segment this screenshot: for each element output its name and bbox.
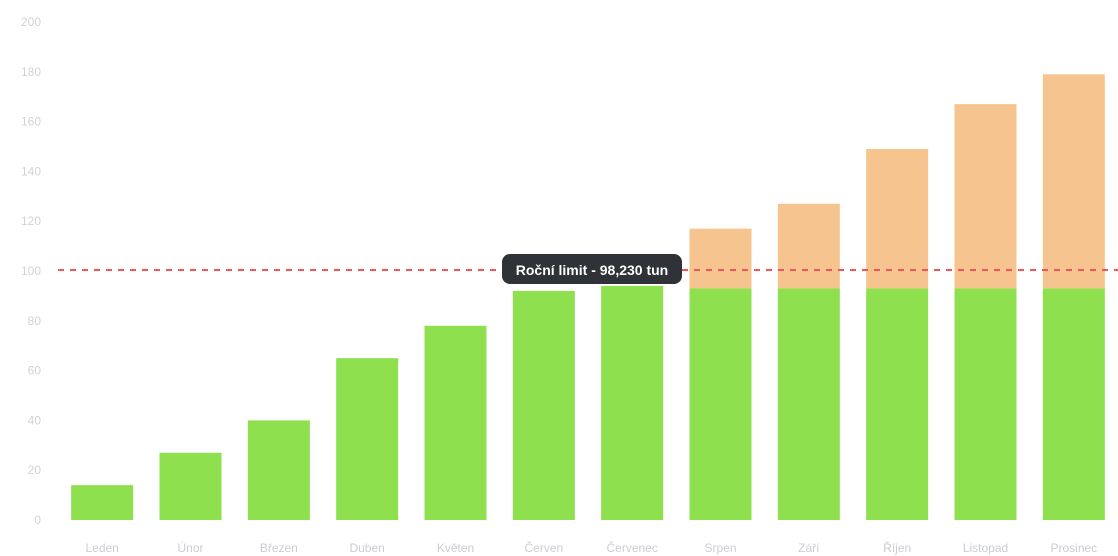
bar-excess-segment bbox=[866, 148, 929, 289]
bar-excess-segment bbox=[1042, 74, 1105, 289]
y-tick-label: 120 bbox=[21, 214, 41, 228]
x-tick-label: Únor bbox=[177, 540, 203, 555]
bar-base-segment bbox=[424, 325, 487, 520]
y-tick-label: 180 bbox=[21, 65, 41, 79]
bar-base-segment bbox=[601, 285, 664, 520]
x-axis: Leden Únor Březen Duben Květen Červen Červenec… bbox=[85, 540, 1097, 555]
bar-base-segment bbox=[954, 288, 1017, 520]
x-tick-label: Listopad bbox=[963, 541, 1008, 555]
bars bbox=[71, 74, 1105, 520]
bar-base-segment bbox=[71, 485, 134, 520]
x-tick-label: Srpen bbox=[704, 541, 736, 555]
x-tick-label: Leden bbox=[85, 541, 118, 555]
bar-base-segment bbox=[866, 288, 929, 520]
bar-excess-segment bbox=[689, 228, 752, 289]
bar-base-segment bbox=[689, 288, 752, 520]
y-tick-label: 60 bbox=[28, 364, 42, 378]
bar-excess-segment bbox=[777, 203, 840, 289]
x-tick-label: Prosinec bbox=[1050, 541, 1097, 555]
bar-excess-segment bbox=[954, 104, 1017, 289]
x-tick-label: Červen bbox=[524, 540, 563, 555]
y-tick-label: 160 bbox=[21, 115, 41, 129]
limit-label-background bbox=[502, 254, 682, 284]
y-tick-label: 20 bbox=[28, 463, 42, 477]
bar-base-segment bbox=[777, 288, 840, 520]
bar-base-segment bbox=[336, 358, 399, 520]
x-tick-label: Červenec bbox=[606, 540, 657, 555]
bar-base-segment bbox=[247, 420, 310, 520]
x-tick-label: Květen bbox=[437, 541, 474, 555]
x-tick-label: Říjen bbox=[883, 540, 911, 555]
limit-annotation: Roční limit - 98,230 tun bbox=[58, 254, 1118, 284]
y-tick-label: 0 bbox=[34, 513, 41, 527]
bar-base-segment bbox=[512, 290, 575, 520]
bar-base-segment bbox=[1042, 288, 1105, 520]
x-tick-label: Březen bbox=[260, 541, 298, 555]
y-tick-label: 40 bbox=[28, 413, 42, 427]
y-tick-label: 200 bbox=[21, 15, 41, 29]
x-tick-label: Duben bbox=[349, 541, 384, 555]
bar-base-segment bbox=[159, 452, 222, 520]
x-tick-label: Září bbox=[798, 541, 820, 555]
y-tick-label: 140 bbox=[21, 164, 41, 178]
y-axis: 0 20 40 60 80 100 120 140 160 180 200 bbox=[21, 15, 41, 527]
y-tick-label: 100 bbox=[21, 264, 41, 278]
limit-label: Roční limit - 98,230 tun bbox=[516, 262, 668, 278]
y-tick-label: 80 bbox=[28, 314, 42, 328]
